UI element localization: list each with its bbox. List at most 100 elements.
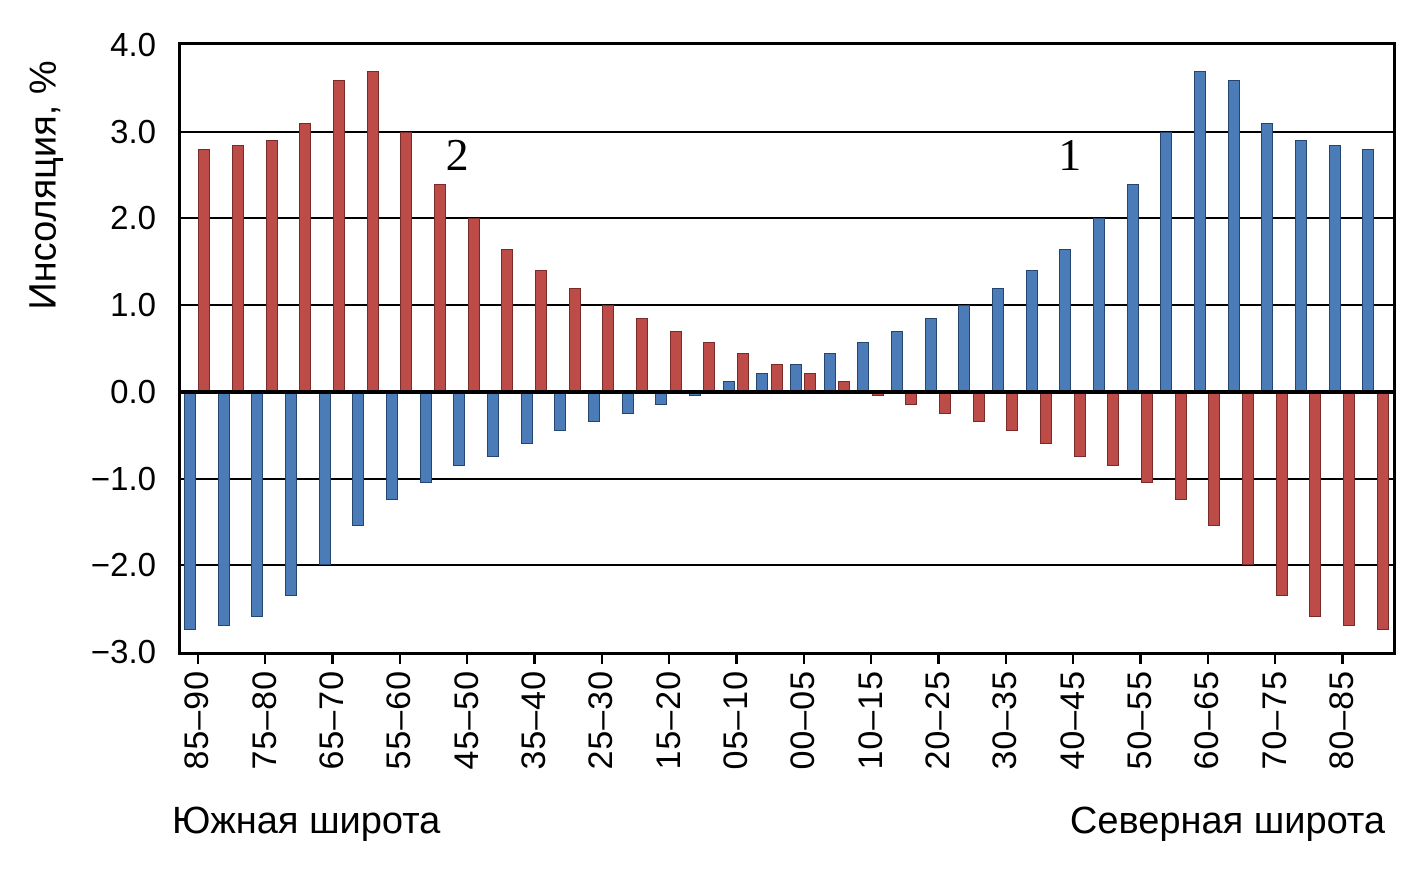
bar-series-1 [184, 391, 197, 631]
bar-series-1 [1328, 144, 1341, 392]
bar-series-2 [938, 391, 951, 414]
bar-series-2 [433, 183, 446, 392]
y-tick-label: 3.0 [110, 112, 156, 150]
bar-series-2 [1342, 391, 1355, 626]
bar-series-1 [554, 391, 567, 431]
x-tick-mark [398, 655, 402, 664]
bar-series-1 [1362, 149, 1375, 392]
bar-series-2 [231, 144, 244, 392]
x-tick-mark [1071, 655, 1075, 664]
x-tick-mark [869, 655, 873, 664]
bar-series-2 [1376, 391, 1389, 631]
bar-series-1 [352, 391, 365, 527]
gridline [181, 564, 1393, 567]
bar-series-1 [386, 391, 399, 501]
y-tick-label: 0.0 [110, 372, 156, 410]
bar-series-2 [332, 79, 345, 392]
x-tick-label: 70–75 [1255, 670, 1294, 770]
x-tick-label: 80–85 [1323, 670, 1361, 770]
bar-series-1 [857, 341, 870, 392]
series-number-label: 2 [445, 128, 469, 180]
bar-series-1 [621, 391, 634, 414]
gridline [181, 477, 1393, 480]
bar-series-2 [602, 305, 615, 392]
x-tick-mark [1004, 655, 1008, 664]
x-tick-mark [937, 655, 940, 664]
x-tick-mark [196, 655, 200, 664]
x-tick-label: 60–65 [1188, 670, 1227, 770]
y-tick-label: 1.0 [110, 286, 156, 324]
bar-series-1 [790, 364, 803, 392]
bar-series-2 [1241, 391, 1254, 566]
bar-series-2 [198, 149, 211, 392]
bar-series-2 [669, 331, 682, 392]
bar-series-1 [318, 391, 331, 566]
bar-series-1 [992, 287, 1005, 392]
bar-series-1 [453, 391, 466, 466]
bar-series-2 [1140, 391, 1153, 483]
bar-series-1 [1160, 131, 1173, 392]
bar-series-2 [366, 71, 379, 392]
x-axis-caption-south: Южная широта [172, 800, 441, 842]
series-number-label: 1 [1058, 128, 1082, 180]
x-tick-mark [331, 655, 334, 664]
bar-series-2 [265, 140, 278, 392]
bar-series-1 [285, 391, 298, 596]
bar-series-2 [1107, 391, 1120, 466]
y-tick-label: −3.0 [90, 633, 156, 670]
bar-series-1 [1025, 270, 1038, 392]
gridline [181, 130, 1393, 133]
bar-series-2 [534, 270, 547, 392]
x-tick-mark [263, 655, 267, 664]
bar-series-2 [1275, 391, 1288, 596]
x-axis: 85–90 75–80 65–70 55–60 45–50 35–40 25–30 15–20… [178, 655, 1396, 805]
gridline [181, 304, 1393, 307]
bar-series-1 [958, 305, 971, 392]
bar-series-2 [1006, 391, 1019, 431]
x-axis-caption-north: Северная широта [1069, 800, 1385, 842]
bar-series-2 [703, 341, 716, 392]
x-tick-label: 15–20 [649, 670, 688, 770]
bar-series-1 [1059, 248, 1072, 392]
x-tick-label: 55–60 [380, 670, 419, 770]
bar-series-1 [1126, 183, 1139, 392]
bar-series-2 [972, 391, 985, 423]
bar-series-1 [924, 318, 937, 392]
x-tick-label: 00–05 [784, 670, 823, 770]
x-tick-mark [1341, 655, 1344, 664]
bar-series-2 [467, 218, 480, 392]
bar-series-2 [1309, 391, 1322, 618]
bar-series-2 [770, 364, 783, 392]
x-tick-label: 05–10 [717, 670, 755, 770]
x-tick-mark [667, 655, 671, 664]
bar-series-2 [1073, 391, 1086, 457]
x-tick-label: 45–50 [447, 670, 486, 770]
bar-series-1 [588, 391, 601, 423]
bar-series-2 [568, 287, 581, 392]
bar-series-1 [419, 391, 432, 483]
gridline [181, 217, 1393, 220]
bar-series-1 [1093, 218, 1106, 392]
y-tick-label: 4.0 [110, 26, 156, 63]
bar-series-1 [251, 391, 264, 618]
x-tick-label: 25–30 [582, 670, 621, 770]
x-tick-mark [1139, 655, 1142, 664]
bar-series-1 [1261, 123, 1274, 392]
x-tick-label: 10–15 [851, 670, 890, 770]
x-tick-label: 30–35 [986, 670, 1025, 770]
bar-series-1 [1295, 140, 1308, 392]
x-tick-mark [465, 655, 469, 664]
x-tick-mark [533, 655, 536, 664]
x-tick-label: 35–40 [515, 670, 553, 770]
y-tick-label: 2.0 [110, 199, 156, 237]
bar-series-2 [299, 123, 312, 392]
y-tick-label: −1.0 [90, 459, 156, 497]
bar-series-1 [1227, 79, 1240, 392]
bar-series-2 [1174, 391, 1187, 501]
bar-series-2 [635, 318, 648, 392]
x-tick-label: 50–55 [1121, 670, 1159, 770]
x-tick-mark [600, 655, 604, 664]
bar-series-1 [520, 391, 533, 444]
